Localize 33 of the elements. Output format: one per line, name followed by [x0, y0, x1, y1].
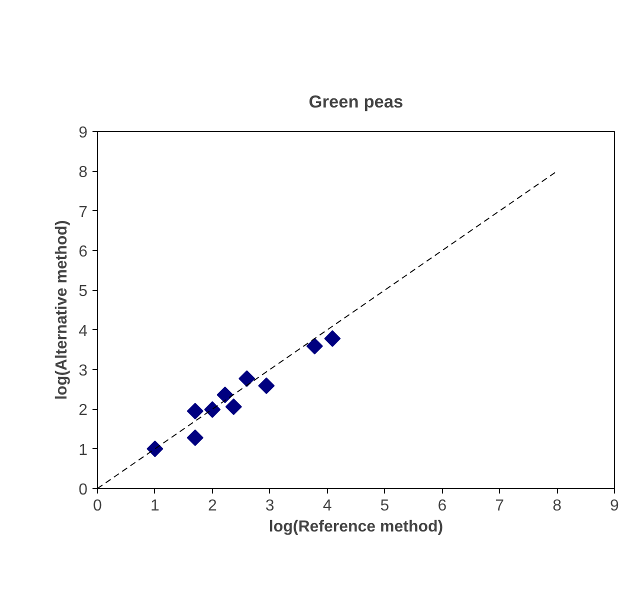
point — [204, 401, 221, 418]
x-tick-label: 7 — [495, 498, 504, 514]
point — [216, 386, 234, 404]
y-tick-label: 5 — [78, 283, 88, 300]
point — [258, 377, 275, 394]
y-tick-label: 6 — [78, 244, 88, 260]
y-tick-label: 8 — [78, 164, 88, 182]
point — [225, 398, 242, 416]
point — [238, 370, 256, 387]
point — [324, 330, 341, 347]
x-tick-label: 6 — [438, 498, 447, 514]
x-tick-label: 5 — [380, 498, 390, 514]
y-tick-label: 1 — [78, 442, 88, 459]
y-tick-label: 2 — [78, 402, 88, 420]
x-tick-label: 4 — [322, 498, 332, 514]
point — [186, 429, 204, 446]
y-tick-label: 4 — [78, 322, 88, 340]
point — [306, 338, 323, 354]
point — [186, 402, 204, 420]
x-tick-label: 0 — [93, 498, 102, 514]
x-tick-label: 2 — [208, 498, 217, 514]
chart-title: Green peas — [308, 92, 404, 112]
y-axis-title: log(Alternative method) — [54, 220, 71, 400]
point — [146, 440, 164, 458]
y-tick-label: 0 — [78, 482, 88, 498]
x-tick-label: 3 — [265, 498, 274, 514]
y-tick-label: 9 — [78, 124, 88, 142]
x-tick-label: 8 — [552, 498, 562, 514]
y-tick-label: 7 — [78, 204, 88, 221]
y-tick-label: 3 — [78, 362, 88, 380]
x-axis-title: log(Reference method) — [268, 518, 444, 536]
x-tick-label: 9 — [610, 498, 620, 514]
x-tick-label: 1 — [150, 498, 160, 514]
